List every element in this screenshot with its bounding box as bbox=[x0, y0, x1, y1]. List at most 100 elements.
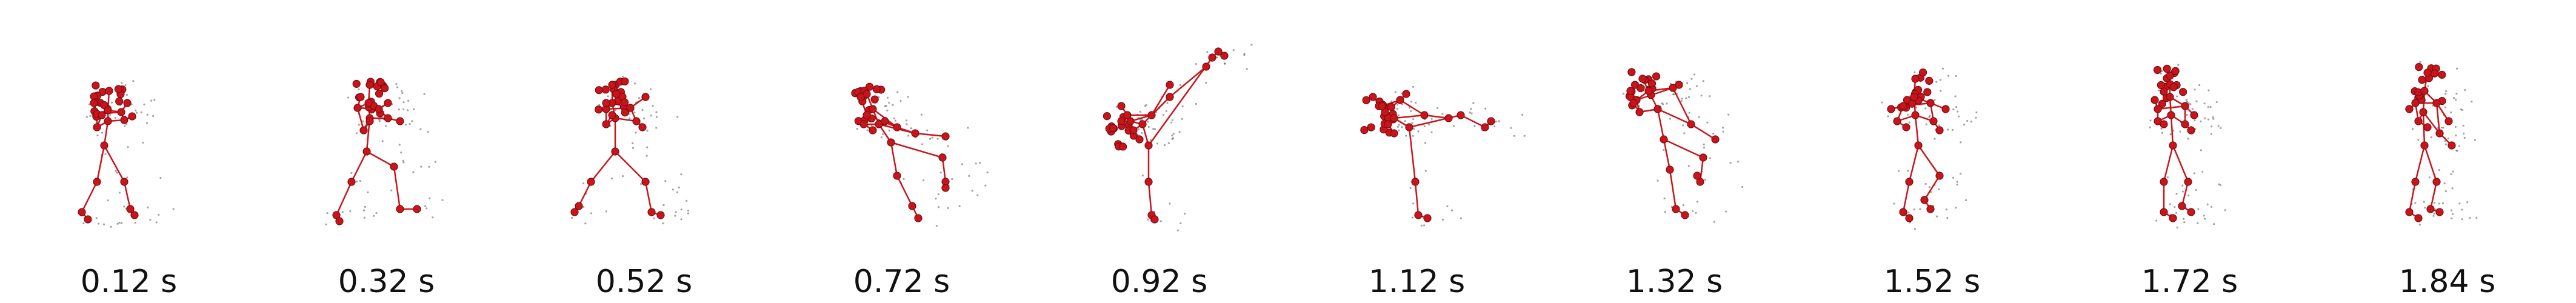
skeleton-joint bbox=[1941, 105, 1950, 113]
skeleton-joint bbox=[114, 85, 122, 93]
motion-trace-dot bbox=[1424, 142, 1426, 144]
motion-trace-dot bbox=[118, 191, 121, 194]
motion-trace-dot bbox=[145, 122, 148, 124]
motion-trace-dot bbox=[2194, 88, 2196, 91]
motion-trace-dot bbox=[155, 221, 158, 224]
motion-trace-dot bbox=[937, 206, 940, 208]
motion-trace-dot bbox=[680, 173, 682, 176]
skeleton-joint bbox=[1925, 76, 1934, 85]
skeleton-joint bbox=[384, 114, 392, 122]
motion-trace-dot bbox=[1493, 125, 1496, 128]
skeleton-joint bbox=[1405, 123, 1413, 132]
motion-trace-dot bbox=[1452, 125, 1455, 127]
motion-trace-dot bbox=[1498, 120, 1500, 122]
motion-trace-dot bbox=[1682, 204, 1685, 207]
motion-trace-dot bbox=[910, 127, 913, 130]
motion-trace-dot bbox=[95, 217, 98, 219]
motion-trace-dot bbox=[1167, 142, 1170, 144]
skeleton-joint bbox=[2169, 83, 2178, 92]
motion-trace-dot bbox=[1171, 135, 1173, 137]
motion-trace-dot bbox=[2197, 222, 2199, 224]
motion-trace-dot bbox=[1682, 124, 1684, 127]
motion-trace-dot bbox=[650, 115, 652, 117]
skeleton-joint bbox=[638, 123, 647, 132]
motion-trace-dot bbox=[672, 188, 674, 191]
skeleton-bone bbox=[1699, 156, 1704, 183]
skeleton-bone bbox=[1147, 181, 1153, 216]
skeleton-joint bbox=[2405, 208, 2414, 216]
motion-trace-dot bbox=[390, 189, 393, 191]
motion-trace-dot bbox=[1178, 130, 1181, 133]
skeleton-joint bbox=[359, 126, 368, 135]
motion-trace-dot bbox=[1703, 147, 1706, 149]
motion-trace-dot bbox=[1925, 123, 1927, 125]
motion-trace-dot bbox=[642, 117, 646, 119]
skeleton-joint bbox=[413, 205, 421, 213]
skeleton-bone bbox=[2422, 111, 2441, 135]
skeleton-bone bbox=[614, 150, 647, 183]
motion-trace-dot bbox=[1951, 128, 1954, 131]
skeleton-bone bbox=[1393, 114, 1426, 119]
motion-trace-dot bbox=[2175, 95, 2178, 98]
motion-trace-dot bbox=[373, 215, 375, 217]
motion-trace-dot bbox=[132, 80, 135, 82]
motion-trace-dot bbox=[1947, 75, 1950, 77]
motion-trace-dot bbox=[1396, 125, 1400, 128]
skeleton-bone bbox=[2170, 114, 2174, 147]
skeleton-figure bbox=[1103, 44, 1253, 231]
motion-trace-dot bbox=[639, 182, 642, 185]
motion-trace-dot bbox=[653, 217, 655, 219]
skeleton-joint bbox=[2414, 117, 2423, 125]
skeleton-joint bbox=[621, 77, 629, 85]
motion-trace-dot bbox=[2161, 70, 2163, 72]
motion-trace-dot bbox=[655, 116, 658, 118]
motion-trace-dot bbox=[96, 134, 99, 136]
motion-trace-dot bbox=[2438, 202, 2440, 205]
motion-trace-dot bbox=[2213, 223, 2215, 225]
motion-trace-dot bbox=[896, 91, 899, 93]
motion-trace-dot bbox=[921, 143, 924, 145]
motion-trace-dot bbox=[1952, 108, 1955, 111]
skeleton-figure bbox=[851, 82, 989, 227]
motion-trace-dot bbox=[378, 120, 381, 122]
motion-trace-dot bbox=[1939, 79, 1941, 81]
motion-trace-dot bbox=[1907, 211, 1910, 214]
skeleton-joint bbox=[2411, 178, 2420, 186]
skeleton-joint bbox=[621, 108, 629, 117]
motion-trace-dot bbox=[1430, 131, 1433, 133]
skeleton-joint bbox=[100, 141, 108, 150]
motion-trace-dot bbox=[359, 180, 362, 182]
motion-trace-dot bbox=[1195, 102, 1197, 105]
motion-trace-dot bbox=[633, 82, 636, 85]
motion-trace-dot bbox=[1696, 201, 1699, 203]
motion-trace-dot bbox=[1180, 222, 1182, 225]
skeleton-joint bbox=[1711, 135, 1720, 144]
skeleton-joint bbox=[2158, 99, 2166, 108]
skeleton-joint bbox=[1653, 105, 1662, 113]
skeleton-joint bbox=[1387, 102, 1396, 112]
motion-trace-dot bbox=[892, 104, 894, 106]
motion-trace-dot bbox=[2191, 108, 2194, 110]
motion-trace-dot bbox=[1938, 188, 1940, 190]
motion-trace-dot bbox=[2169, 133, 2172, 136]
skeleton-joint bbox=[893, 123, 901, 132]
motion-trace-dot bbox=[2158, 89, 2160, 92]
motion-trace-dot bbox=[1709, 157, 1711, 159]
motion-trace-dot bbox=[1966, 119, 1969, 122]
skeleton-bone bbox=[1690, 123, 1717, 141]
skeleton-joint bbox=[2435, 208, 2444, 216]
frame-time-label: 0.32 s bbox=[338, 264, 435, 300]
skeleton-bone bbox=[1657, 108, 1665, 141]
skeleton-joint bbox=[1666, 165, 1674, 174]
motion-trace-dot bbox=[2455, 149, 2458, 152]
motion-trace-dot bbox=[1115, 105, 1118, 108]
skeleton-joint bbox=[396, 117, 404, 125]
skeleton-joint bbox=[1887, 105, 1895, 113]
skeleton-joint bbox=[1911, 75, 1920, 83]
motion-trace-dot bbox=[2454, 125, 2457, 128]
skeleton-joint bbox=[1144, 141, 1153, 150]
skeleton-joint bbox=[1208, 53, 1216, 62]
motion-trace-dot bbox=[2197, 208, 2200, 210]
motion-trace-dot bbox=[2423, 201, 2425, 203]
motion-trace-dot bbox=[1680, 99, 1683, 102]
